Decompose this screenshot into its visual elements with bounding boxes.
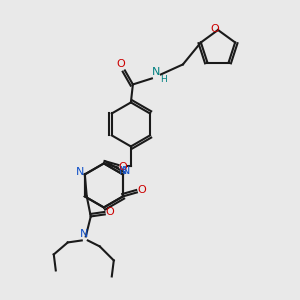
Text: N: N	[80, 230, 88, 239]
Text: N: N	[119, 167, 127, 176]
Text: O: O	[118, 162, 127, 172]
Text: O: O	[137, 185, 146, 195]
Text: H: H	[160, 75, 167, 84]
Text: N: N	[76, 167, 84, 177]
Text: N: N	[152, 68, 160, 77]
Text: O: O	[211, 24, 219, 34]
Text: N: N	[122, 167, 130, 176]
Text: O: O	[116, 59, 125, 69]
Text: O: O	[105, 207, 114, 218]
